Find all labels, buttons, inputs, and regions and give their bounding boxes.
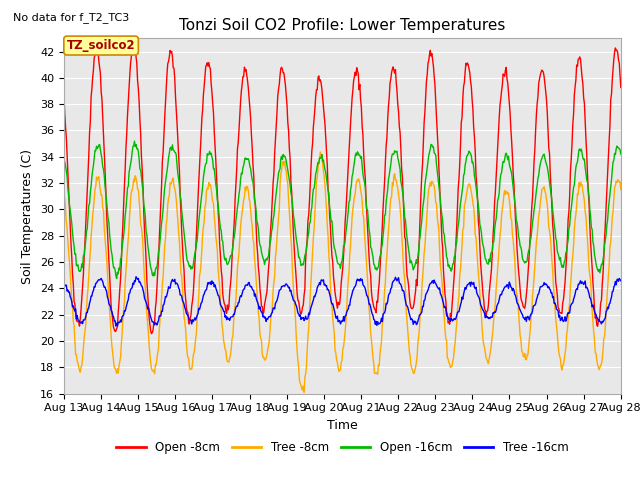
Open -16cm [128, 149, 136, 155]
Tree -16cm [128, 285, 136, 291]
Open -8cm [70, 299, 78, 304]
Tree -16cm [70, 306, 78, 312]
Open -8cm [93, 39, 100, 45]
X-axis label: Time: Time [327, 419, 358, 432]
Text: TZ_soilco2: TZ_soilco2 [67, 39, 136, 52]
Tree -16cm [60, 283, 68, 288]
Text: No data for f_T2_TC3: No data for f_T2_TC3 [13, 12, 129, 23]
Tree -16cm [412, 319, 419, 324]
Tree -16cm [215, 293, 223, 299]
Line: Tree -16cm: Tree -16cm [64, 276, 621, 326]
Open -8cm [186, 321, 193, 327]
Open -8cm [215, 220, 223, 226]
Tree -16cm [617, 278, 625, 284]
Tree -8cm [127, 189, 135, 195]
Legend: Open -8cm, Tree -8cm, Open -16cm, Tree -16cm: Open -8cm, Tree -8cm, Open -16cm, Tree -… [111, 436, 573, 459]
Tree -8cm [317, 149, 324, 155]
Title: Tonzi Soil CO2 Profile: Lower Temperatures: Tonzi Soil CO2 Profile: Lower Temperatur… [179, 18, 506, 33]
Open -8cm [128, 43, 136, 49]
Tree -8cm [300, 389, 308, 395]
Open -8cm [148, 331, 156, 336]
Line: Tree -8cm: Tree -8cm [64, 152, 621, 392]
Line: Open -16cm: Open -16cm [64, 141, 621, 278]
Tree -8cm [617, 187, 625, 192]
Open -8cm [428, 51, 436, 57]
Open -16cm [412, 260, 419, 266]
Line: Open -8cm: Open -8cm [64, 42, 621, 334]
Tree -16cm [112, 323, 120, 329]
Tree -8cm [214, 247, 221, 253]
Tree -16cm [428, 279, 436, 285]
Open -16cm [428, 142, 436, 148]
Tree -8cm [412, 364, 419, 370]
Open -16cm [215, 211, 223, 216]
Open -16cm [113, 276, 120, 281]
Open -8cm [412, 288, 419, 294]
Open -16cm [617, 151, 625, 157]
Open -16cm [186, 264, 193, 270]
Open -16cm [60, 157, 68, 163]
Open -8cm [60, 93, 68, 99]
Tree -8cm [428, 179, 436, 184]
Open -16cm [131, 138, 138, 144]
Tree -16cm [132, 274, 140, 279]
Tree -8cm [70, 323, 78, 328]
Tree -16cm [186, 317, 193, 323]
Tree -8cm [184, 355, 192, 360]
Y-axis label: Soil Temperatures (C): Soil Temperatures (C) [22, 148, 35, 284]
Open -8cm [617, 84, 625, 90]
Open -16cm [70, 243, 78, 249]
Tree -8cm [60, 191, 68, 197]
